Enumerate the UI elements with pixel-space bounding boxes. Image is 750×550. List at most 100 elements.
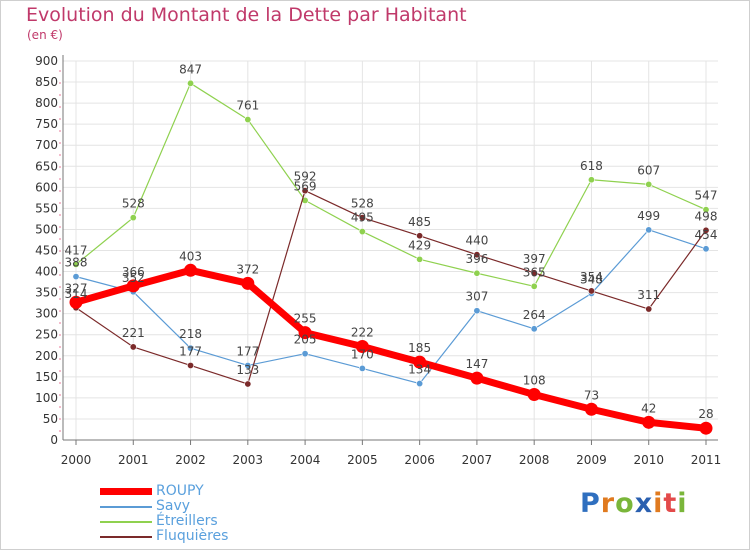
data-point — [187, 79, 195, 87]
data-label: 185 — [408, 341, 431, 355]
data-label: 499 — [637, 209, 660, 223]
series-line-0 — [75, 266, 707, 432]
data-label: 327 — [65, 281, 88, 295]
data-point — [129, 343, 137, 351]
y-tick-label: 900 — [35, 54, 58, 68]
data-label: 365 — [523, 265, 546, 279]
x-tick-label: 2003 — [233, 453, 264, 467]
x-tick-label: 2000 — [61, 453, 92, 467]
y-tick-label: 350 — [35, 286, 58, 300]
legend-item-savy: Savy — [100, 499, 320, 514]
data-point — [244, 380, 252, 388]
y-tick-label: 750 — [35, 117, 58, 131]
data-label: 485 — [408, 215, 431, 229]
legend-label-savy: Savy — [156, 498, 191, 514]
series-line-3 — [75, 190, 707, 385]
x-tick-label: 2004 — [290, 453, 321, 467]
data-point — [645, 180, 653, 188]
data-point — [473, 251, 481, 259]
logo-letter: i — [677, 488, 688, 519]
data-label: 397 — [523, 252, 546, 266]
legend-swatch-fluquieres — [100, 536, 152, 538]
logo-letter: r — [600, 488, 616, 519]
data-point — [241, 276, 255, 290]
data-point — [72, 273, 80, 281]
data-point — [530, 325, 538, 333]
data-label: 429 — [408, 238, 431, 252]
data-point — [473, 307, 481, 315]
data-point — [473, 269, 481, 277]
data-label: 495 — [351, 211, 374, 225]
data-label: 307 — [465, 290, 488, 304]
legend-item-fluquieres: Fluquières — [100, 529, 320, 544]
data-point — [187, 361, 195, 369]
data-label: 592 — [294, 170, 317, 184]
x-tick-label: 2009 — [576, 453, 607, 467]
data-point — [413, 355, 427, 369]
x-tick-label: 2010 — [633, 453, 664, 467]
data-label: 417 — [65, 243, 88, 257]
data-point — [702, 226, 710, 234]
data-label: 528 — [122, 197, 145, 211]
data-point — [355, 340, 369, 354]
data-point — [69, 295, 83, 309]
data-point — [416, 255, 424, 263]
data-point — [298, 326, 312, 340]
legend-swatch-savy — [100, 506, 152, 508]
data-label: 618 — [580, 159, 603, 173]
y-tick-label: 250 — [35, 328, 58, 342]
data-point — [244, 361, 252, 369]
data-label: 264 — [523, 308, 546, 322]
data-point — [126, 279, 140, 293]
data-label: 108 — [523, 374, 546, 388]
data-point — [699, 421, 713, 435]
y-tick-label: 700 — [35, 138, 58, 152]
data-label: 607 — [637, 163, 660, 177]
data-point — [470, 371, 484, 385]
legend-swatch-roupy — [100, 488, 152, 495]
y-tick-label: 100 — [35, 391, 58, 405]
data-point — [416, 380, 424, 388]
logo-letter: i — [653, 488, 664, 519]
data-point — [645, 305, 653, 313]
y-tick-label: 450 — [35, 244, 58, 258]
data-label: 366 — [122, 265, 145, 279]
logo-letter: t — [663, 488, 678, 519]
series-line-1 — [75, 229, 707, 385]
data-label: 454 — [695, 228, 718, 242]
x-tick-label: 2006 — [404, 453, 435, 467]
data-point — [358, 214, 366, 222]
data-point — [584, 402, 598, 416]
y-tick-label: 50 — [43, 412, 58, 426]
data-point — [72, 260, 80, 268]
y-tick-label: 200 — [35, 349, 58, 363]
y-tick-label: 400 — [35, 265, 58, 279]
logo-letter: x — [634, 488, 654, 519]
unit-label: (en €) — [27, 28, 63, 42]
data-point — [416, 232, 424, 240]
data-point — [187, 344, 195, 352]
data-label: 177 — [179, 344, 202, 358]
data-point — [301, 187, 309, 195]
data-label: 388 — [65, 256, 88, 270]
data-label: 170 — [351, 347, 374, 361]
chart-title: Evolution du Montant de la Dette par Hab… — [26, 4, 467, 26]
data-point — [358, 364, 366, 372]
data-label: 498 — [695, 209, 718, 223]
y-tick-label: 500 — [35, 222, 58, 236]
data-label: 134 — [408, 363, 431, 377]
legend-item-roupy: ROUPY — [100, 484, 320, 499]
data-label: 314 — [65, 287, 88, 301]
y-tick-label: 150 — [35, 370, 58, 384]
x-tick-label: 2005 — [347, 453, 378, 467]
y-tick-label: 600 — [35, 180, 58, 194]
data-point — [358, 228, 366, 236]
series-line-2 — [75, 82, 707, 287]
data-point — [702, 245, 710, 253]
x-tick-label: 2001 — [118, 453, 149, 467]
data-label: 147 — [465, 357, 488, 371]
y-tick-label: 0 — [50, 433, 58, 447]
data-point — [702, 206, 710, 214]
data-label: 205 — [294, 333, 317, 347]
